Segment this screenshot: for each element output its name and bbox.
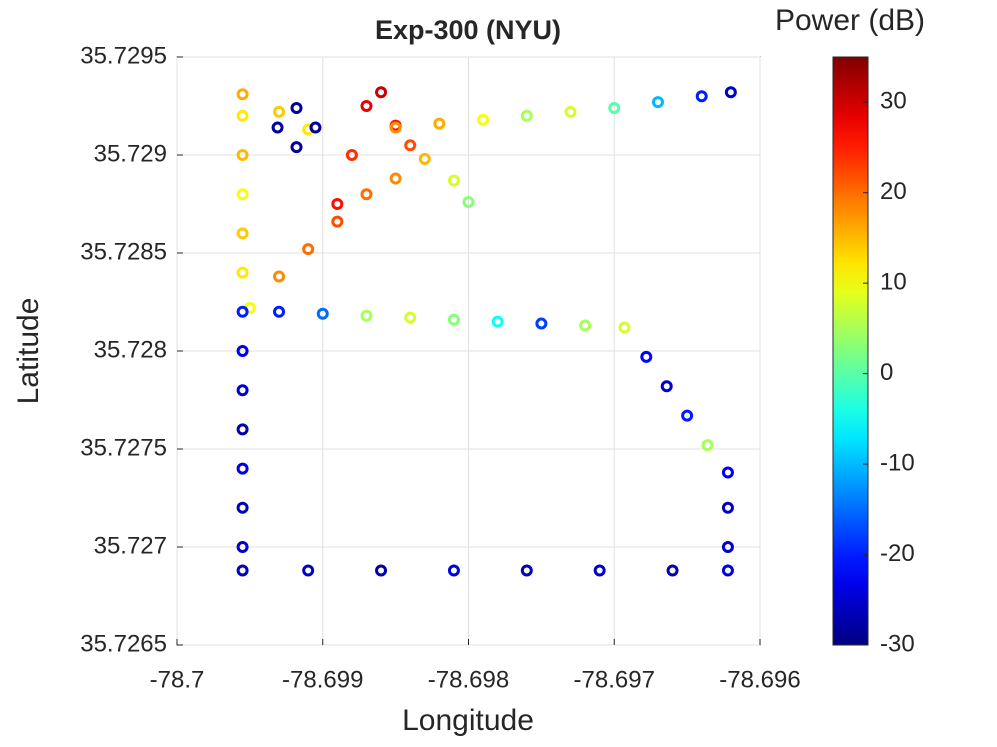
point: [236, 188, 249, 201]
point: [520, 109, 533, 122]
point: [302, 564, 315, 577]
point: [290, 101, 303, 114]
y-tick-label: 35.7275: [80, 434, 167, 461]
point: [724, 86, 737, 99]
point: [375, 86, 388, 99]
point: [666, 564, 679, 577]
point: [695, 90, 708, 103]
point: [236, 423, 249, 436]
point: [721, 541, 734, 553]
y-tick-label: 35.727: [94, 532, 167, 559]
point: [447, 174, 460, 187]
y-tick-label: 35.7295: [80, 42, 167, 69]
point: [271, 121, 284, 134]
point: [273, 105, 286, 118]
point: [660, 380, 673, 393]
point: [236, 501, 249, 514]
point: [433, 117, 446, 130]
point: [462, 196, 475, 209]
point: [236, 149, 249, 161]
point: [236, 109, 249, 122]
x-tick-label: -78.698: [428, 666, 509, 693]
point: [651, 96, 664, 109]
colorbar-tick-label: 20: [880, 178, 907, 205]
point: [477, 113, 490, 126]
point: [273, 270, 286, 283]
point: [681, 409, 694, 422]
y-tick-label: 35.7265: [80, 630, 167, 657]
point: [309, 121, 322, 134]
point: [236, 88, 249, 101]
point: [236, 305, 249, 318]
colorbar-tick-label: 30: [880, 88, 907, 115]
point: [389, 172, 402, 185]
colorbar: [832, 56, 869, 646]
point: [535, 317, 548, 330]
point: [579, 319, 592, 332]
point: [345, 149, 358, 161]
point: [331, 215, 344, 228]
chart-title: Exp-300 (NYU): [375, 15, 561, 45]
point: [236, 564, 249, 577]
point: [418, 152, 431, 165]
point: [302, 243, 315, 256]
point: [618, 321, 631, 334]
point: [236, 541, 249, 553]
colorbar-tick-label: -20: [880, 540, 915, 567]
point: [593, 564, 606, 577]
point: [447, 313, 460, 326]
y-tick-label: 35.728: [94, 336, 167, 363]
point: [360, 100, 373, 112]
point: [360, 188, 373, 201]
point: [375, 564, 388, 577]
point: [701, 439, 714, 452]
point: [721, 564, 734, 577]
point: [404, 311, 417, 324]
point: [360, 309, 373, 322]
point: [316, 307, 329, 320]
point: [236, 227, 249, 240]
point: [331, 198, 344, 210]
x-axis-label: Longitude: [402, 704, 534, 737]
point: [721, 466, 734, 479]
point: [236, 384, 249, 397]
point: [721, 501, 734, 514]
colorbar-tick-label: -30: [880, 630, 915, 657]
point: [491, 315, 504, 328]
colorbar-label: Power (dB): [775, 4, 925, 37]
y-tick-label: 35.7285: [80, 238, 167, 265]
colorbar-tick-label: -10: [880, 449, 915, 476]
point: [404, 139, 417, 152]
colorbar-tick-label: 10: [880, 268, 907, 295]
colorbar-tick-label: 0: [880, 359, 893, 386]
point: [236, 462, 249, 475]
x-tick-label: -78.7: [150, 666, 205, 693]
x-tick-label: -78.697: [574, 666, 655, 693]
point: [290, 141, 303, 154]
point: [236, 345, 249, 357]
point: [608, 101, 621, 114]
point: [389, 121, 402, 134]
x-tick-label: -78.699: [282, 666, 363, 693]
point: [520, 564, 533, 577]
point: [447, 564, 460, 577]
y-axis-label: Latitude: [12, 298, 45, 405]
point: [273, 305, 286, 318]
point: [564, 105, 577, 118]
point: [236, 266, 249, 279]
x-tick-label: -78.696: [719, 666, 800, 693]
y-tick-label: 35.729: [94, 140, 167, 167]
point: [640, 350, 653, 363]
